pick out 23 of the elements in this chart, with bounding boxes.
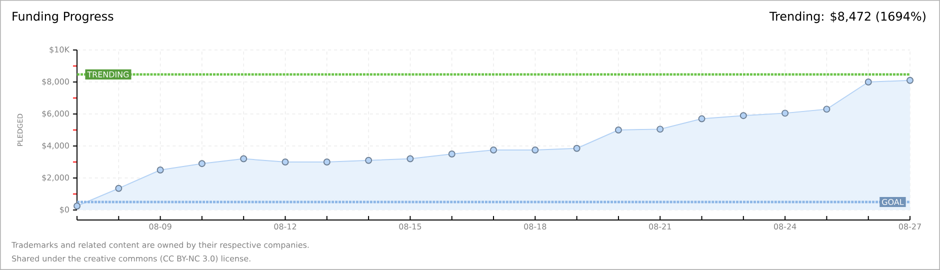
point (448, 150, 456, 158)
point (573, 144, 580, 152)
point (323, 158, 330, 166)
point (74, 202, 81, 210)
point (864, 78, 872, 86)
point (156, 166, 164, 174)
point (740, 112, 747, 120)
point (490, 146, 498, 154)
point (115, 184, 122, 192)
point (782, 110, 789, 117)
point (614, 126, 622, 134)
chart-title: Funding Progress (12, 12, 114, 24)
point (906, 76, 914, 84)
point (365, 156, 372, 164)
point (823, 106, 830, 113)
point (532, 146, 539, 154)
point (406, 155, 414, 162)
point (282, 158, 289, 166)
point (198, 160, 206, 168)
point (698, 115, 706, 122)
point (240, 155, 248, 162)
text: Trending: $8,472 (1694%) (769, 12, 926, 24)
point (656, 126, 664, 133)
